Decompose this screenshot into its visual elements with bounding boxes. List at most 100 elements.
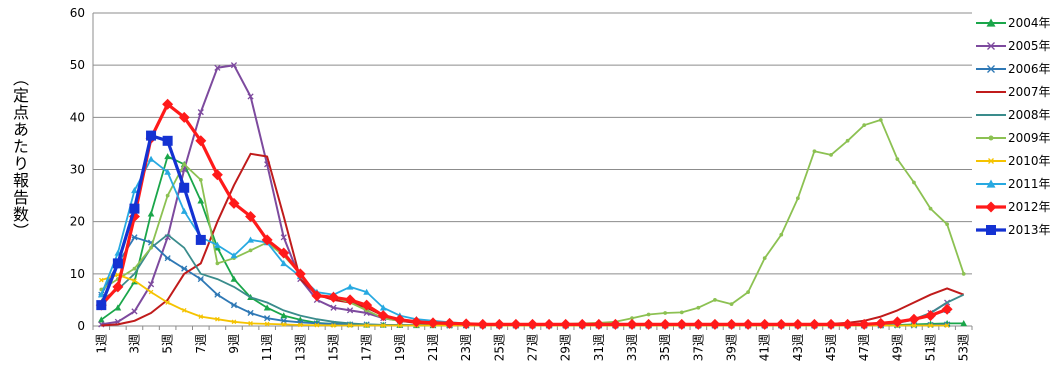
data-point <box>576 318 588 330</box>
data-point-stroke <box>181 308 187 313</box>
data-point <box>214 291 221 298</box>
data-point <box>247 309 254 317</box>
data-point <box>845 138 850 143</box>
legend-label: 2013年 <box>1008 223 1051 237</box>
x-tick-label: 17週 <box>360 334 374 361</box>
data-point <box>214 241 221 248</box>
data-point <box>925 310 937 322</box>
data-point <box>146 130 157 141</box>
x-tick-label: 37週 <box>691 334 705 361</box>
data-point <box>985 201 997 213</box>
data-point <box>147 210 155 217</box>
data-point <box>911 323 917 328</box>
data-point <box>132 278 137 283</box>
data-point <box>988 158 994 164</box>
data-point <box>729 302 734 306</box>
data-point <box>742 318 754 330</box>
data-point <box>311 290 323 302</box>
data-point <box>195 135 207 147</box>
data-point <box>713 298 717 302</box>
data-point <box>248 321 253 326</box>
data-point <box>131 308 138 315</box>
legend: 2004年 2005年 2006年 2007年 2008年 2009年 2010年 2011年… <box>976 16 1051 237</box>
data-point <box>361 299 373 311</box>
gridlines <box>93 12 972 275</box>
data-point <box>294 268 306 280</box>
x-tick-label: 19週 <box>393 334 407 361</box>
x-tick-label: 11週 <box>260 334 274 361</box>
data-point <box>477 318 489 330</box>
data-point <box>875 317 887 329</box>
x-tick-label: 9週 <box>227 334 241 354</box>
data-point <box>878 118 883 122</box>
data-point <box>164 153 172 160</box>
data-point <box>726 318 738 330</box>
data-point <box>264 315 271 322</box>
data-point-stroke <box>98 321 105 328</box>
data-point-stroke <box>397 323 403 328</box>
data-point <box>278 247 290 259</box>
data-point <box>944 323 950 328</box>
data-point <box>380 323 386 328</box>
data-point <box>410 316 422 328</box>
data-point-stroke <box>231 319 237 325</box>
data-point <box>609 318 621 330</box>
data-point <box>112 281 124 293</box>
data-point <box>510 318 522 330</box>
legend-label: 2010年 <box>1008 154 1051 168</box>
data-point <box>114 304 122 311</box>
data-point <box>215 316 220 322</box>
data-point <box>829 153 833 157</box>
data-point <box>676 318 688 330</box>
data-point-stroke <box>215 316 220 322</box>
data-point-stroke <box>347 323 353 328</box>
data-point <box>182 162 187 167</box>
data-point <box>960 320 968 327</box>
data-point <box>314 322 320 328</box>
data-point-stroke <box>131 308 138 315</box>
data-point <box>346 307 354 314</box>
data-point <box>230 302 238 309</box>
y-tick-label: 30 <box>70 163 85 177</box>
data-point-stroke <box>214 64 221 71</box>
data-point <box>211 169 223 181</box>
data-point <box>97 291 105 298</box>
data-point-stroke <box>987 42 995 50</box>
data-point <box>795 196 800 201</box>
data-point <box>746 290 750 294</box>
series-line <box>101 273 948 327</box>
legend-label: 2005年 <box>1008 39 1051 53</box>
data-point <box>165 300 170 305</box>
data-point <box>626 318 638 330</box>
legend-label: 2008年 <box>1008 108 1051 122</box>
data-point <box>808 318 820 330</box>
data-point-stroke <box>314 322 320 328</box>
series-2005年 <box>98 62 951 329</box>
data-point-stroke <box>115 272 121 278</box>
data-point <box>230 275 238 282</box>
data-point <box>263 304 271 311</box>
data-point <box>261 234 273 246</box>
data-point-stroke <box>380 323 386 328</box>
data-point <box>679 310 684 315</box>
data-point <box>928 206 933 211</box>
y-axis-title: （定点あたり報告数） <box>10 70 29 240</box>
data-point <box>281 322 287 327</box>
data-point <box>346 283 354 290</box>
data-point <box>692 318 704 330</box>
data-point <box>181 308 187 313</box>
data-point <box>131 186 138 194</box>
data-point <box>198 178 203 182</box>
data-point <box>181 265 188 272</box>
data-point <box>96 300 107 311</box>
data-point <box>986 225 996 235</box>
data-point <box>248 248 253 253</box>
data-point <box>180 207 188 214</box>
data-point-stroke <box>944 323 950 328</box>
data-point-stroke <box>280 234 287 241</box>
data-point-stroke <box>197 109 204 116</box>
data-point <box>179 182 190 193</box>
series-2012年 <box>95 98 953 330</box>
data-point <box>112 258 123 269</box>
data-point <box>98 277 104 283</box>
